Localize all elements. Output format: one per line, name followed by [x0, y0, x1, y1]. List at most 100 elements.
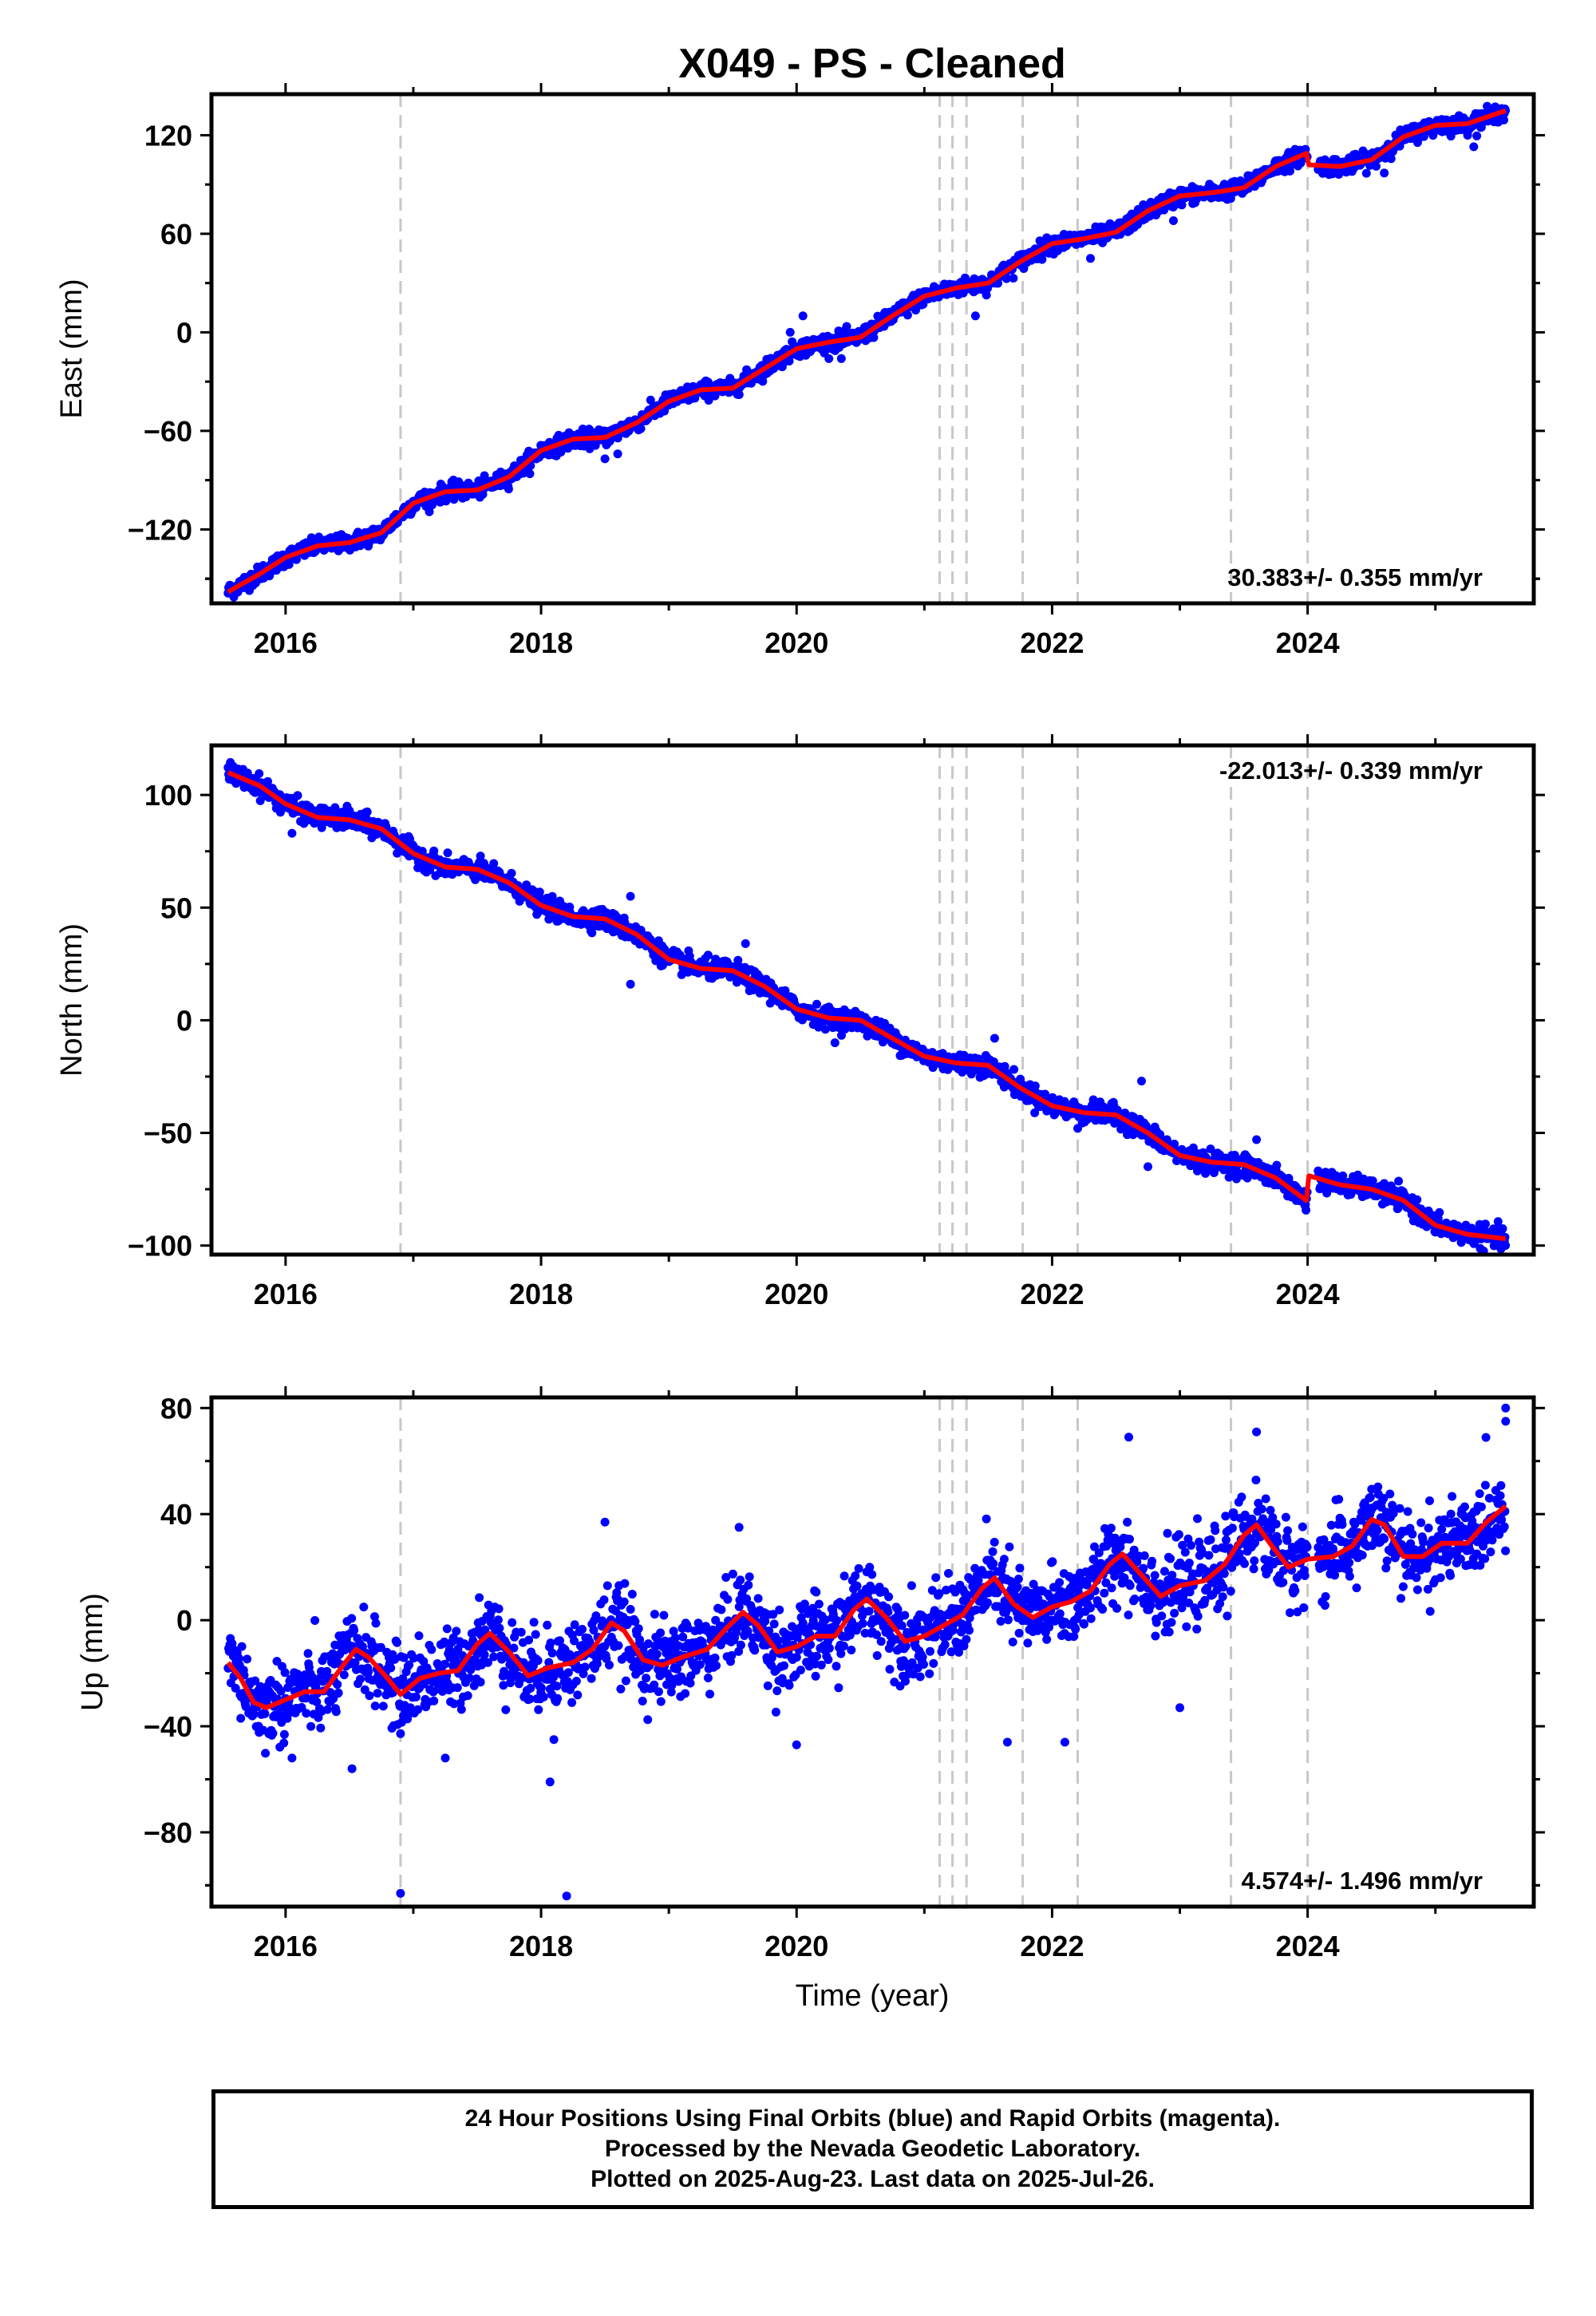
- data-point: [734, 390, 744, 399]
- data-point: [1386, 154, 1396, 164]
- data-point: [1001, 274, 1011, 283]
- data-point: [263, 777, 272, 786]
- data-points: [223, 1403, 1511, 1901]
- y-tick-label: −100: [128, 1230, 192, 1263]
- data-point: [830, 1038, 839, 1048]
- data-point: [1169, 216, 1178, 225]
- data-point: [636, 424, 646, 433]
- data-point: [1361, 168, 1371, 178]
- data-point: [282, 1713, 292, 1723]
- data-point: [1469, 142, 1479, 152]
- data-point: [1493, 1217, 1503, 1227]
- data-point: [1272, 1160, 1282, 1170]
- data-point: [1188, 1143, 1198, 1152]
- data-point: [292, 555, 301, 564]
- data-point: [990, 1034, 999, 1043]
- data-point: [347, 1614, 357, 1623]
- x-tick-label: 2024: [1276, 626, 1340, 659]
- data-point: [414, 1631, 424, 1641]
- data-point: [452, 1683, 462, 1693]
- data-point: [440, 1637, 449, 1646]
- data-point: [370, 1701, 380, 1711]
- data-point: [600, 454, 610, 464]
- model-fit-line: [227, 108, 1507, 595]
- x-tick-label: 2016: [254, 1278, 318, 1310]
- data-point: [1177, 200, 1187, 210]
- data-point: [448, 1633, 458, 1642]
- data-point: [1498, 1224, 1507, 1233]
- data-point: [468, 1636, 478, 1646]
- y-tick-label: −120: [128, 513, 192, 546]
- data-point: [397, 1680, 407, 1690]
- data-point: [452, 1626, 461, 1636]
- data-point: [1472, 131, 1482, 140]
- data-point: [345, 806, 354, 816]
- data-point: [293, 791, 302, 800]
- data-point: [306, 1721, 316, 1731]
- data-point: [1499, 115, 1508, 124]
- data-point: [360, 1685, 369, 1694]
- panel-frame: [209, 743, 1536, 1257]
- data-point: [507, 868, 516, 878]
- data-point: [464, 1674, 474, 1683]
- y-tick-label: −60: [144, 415, 192, 448]
- data-point: [236, 1713, 246, 1723]
- data-point: [1009, 1065, 1019, 1074]
- data-point: [328, 1649, 338, 1658]
- data-point: [371, 1618, 381, 1628]
- data-point: [261, 1749, 271, 1758]
- data-point: [365, 1691, 374, 1701]
- data-point: [1086, 254, 1095, 263]
- data-point: [1137, 1077, 1146, 1086]
- data-point: [703, 951, 713, 960]
- data-point: [429, 1696, 439, 1705]
- data-point: [522, 880, 531, 890]
- data-point: [442, 1624, 452, 1634]
- x-tick-label: 2024: [1276, 1278, 1340, 1310]
- data-point: [251, 1676, 260, 1686]
- data-point: [1120, 1109, 1130, 1118]
- data-point: [302, 1709, 311, 1718]
- data-point: [268, 1729, 278, 1738]
- data-point: [820, 1025, 830, 1034]
- y-tick-label: 120: [144, 119, 192, 152]
- data-point: [364, 1667, 373, 1677]
- data-point: [1338, 1171, 1348, 1180]
- data-point: [421, 502, 431, 512]
- data-point: [339, 1670, 349, 1680]
- data-point: [613, 449, 622, 459]
- data-point: [359, 1603, 369, 1612]
- model-fit-line: [227, 770, 1507, 1242]
- data-point: [398, 1674, 408, 1683]
- data-point: [626, 979, 635, 989]
- y-tick-label: 0: [176, 316, 192, 349]
- y-tick-label: 0: [176, 1004, 192, 1037]
- data-point: [1302, 1205, 1311, 1215]
- data-point: [1501, 1241, 1511, 1251]
- data-point: [463, 1691, 472, 1701]
- data-point: [405, 1660, 414, 1670]
- data-point: [1368, 1176, 1377, 1186]
- data-point: [243, 1654, 252, 1664]
- data-point: [409, 1654, 418, 1663]
- data-point: [333, 1680, 342, 1690]
- data-point: [350, 1658, 360, 1667]
- data-point: [1394, 1176, 1404, 1186]
- y-tick-label: 100: [144, 779, 192, 812]
- data-point: [235, 1654, 243, 1663]
- figure-title: X049 - PS - Cleaned: [678, 41, 1066, 87]
- data-point: [911, 306, 920, 315]
- data-point: [970, 311, 980, 321]
- data-point: [249, 1709, 259, 1719]
- data-point: [812, 999, 821, 1009]
- data-point: [476, 852, 485, 861]
- x-tick-label: 2020: [764, 626, 828, 659]
- data-point: [1073, 1124, 1082, 1133]
- data-point: [1088, 1095, 1098, 1105]
- data-point: [1030, 1081, 1040, 1091]
- data-point: [231, 1683, 240, 1693]
- data-point: [316, 1723, 326, 1733]
